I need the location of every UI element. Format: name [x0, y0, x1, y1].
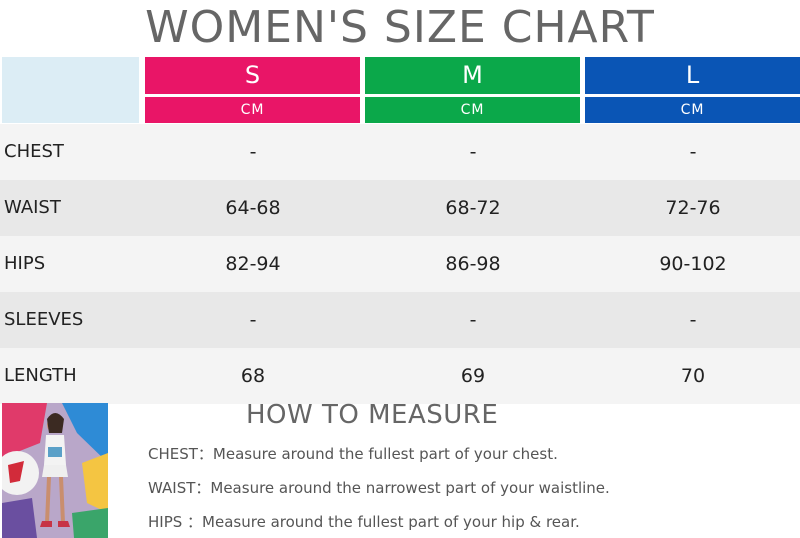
measure-text: Measure around the narrowest part of you… — [210, 479, 610, 497]
table-row-length: LENGTH 68 69 70 — [0, 348, 800, 404]
size-header-l: L — [585, 57, 800, 94]
table-row-sleeves: SLEEVES - - - — [0, 292, 800, 348]
unit-header-l: CM — [585, 97, 800, 123]
measure-waist-line: WAIST：Measure around the narrowest part … — [148, 477, 610, 498]
measure-chest-line: CHEST：Measure around the fullest part of… — [148, 443, 558, 464]
unit-header-m: CM — [365, 97, 580, 123]
cell-chest-l: - — [689, 141, 697, 163]
cell-waist-m: 68-72 — [445, 197, 501, 219]
cell-hips-m: 86-98 — [445, 253, 501, 275]
row-label: CHEST — [4, 141, 64, 162]
how-to-measure-title: HOW TO MEASURE — [246, 400, 499, 430]
cell-length-l: 70 — [680, 365, 706, 387]
header-corner-cell — [2, 57, 139, 123]
cell-sleeves-m: - — [469, 309, 477, 331]
size-header-m: M — [365, 57, 580, 94]
chart-title: WOMEN'S SIZE CHART — [145, 2, 655, 53]
row-label: HIPS — [4, 253, 46, 274]
row-label: WAIST — [4, 197, 61, 218]
cell-chest-s: - — [249, 141, 257, 163]
table-row-hips: HIPS 82-94 86-98 90-102 — [0, 236, 800, 292]
measure-term: HIPS ： — [148, 513, 203, 531]
cell-chest-m: - — [469, 141, 477, 163]
size-header-s: S — [145, 57, 360, 94]
table-row-waist: WAIST 64-68 68-72 72-76 — [0, 180, 800, 236]
cell-length-s: 68 — [240, 365, 266, 387]
cell-sleeves-s: - — [249, 309, 257, 331]
cell-waist-l: 72-76 — [665, 197, 721, 219]
model-photo — [2, 403, 108, 538]
table-row-chest: CHEST - - - — [0, 124, 800, 180]
measure-text: Measure around the fullest part of your … — [212, 445, 558, 463]
unit-header-s: CM — [145, 97, 360, 123]
cell-length-m: 69 — [460, 365, 486, 387]
measure-term: CHEST： — [148, 445, 213, 463]
cell-sleeves-l: - — [689, 309, 697, 331]
measure-term: WAIST： — [148, 479, 211, 497]
measure-text: Measure around the fullest part of your … — [202, 513, 580, 531]
cell-hips-l: 90-102 — [659, 253, 727, 275]
cell-hips-s: 82-94 — [225, 253, 281, 275]
row-label: LENGTH — [4, 365, 77, 386]
cell-waist-s: 64-68 — [225, 197, 281, 219]
measure-hips-line: HIPS ：Measure around the fullest part of… — [148, 511, 580, 532]
row-label: SLEEVES — [4, 309, 84, 330]
